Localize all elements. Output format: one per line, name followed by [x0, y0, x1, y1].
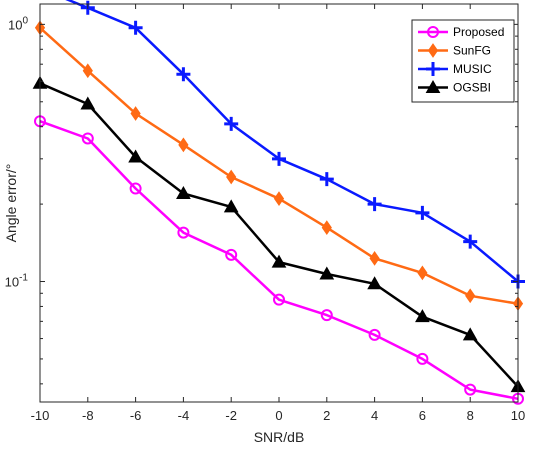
triangle-marker: [128, 149, 143, 163]
diamond-marker: [369, 251, 380, 266]
triangle-marker: [319, 266, 335, 280]
diamond-marker: [427, 43, 439, 58]
triangle-marker: [425, 79, 441, 93]
triangle-marker: [271, 254, 287, 268]
plus-marker: [319, 172, 334, 187]
triangle-marker: [415, 309, 430, 323]
x-tick-label: -8: [82, 408, 94, 423]
circle-marker: [81, 132, 94, 145]
plus-marker: [176, 67, 191, 82]
legend-label: OGSBI: [453, 81, 491, 95]
x-tick-label: 2: [323, 408, 330, 423]
circle-marker: [416, 352, 429, 365]
x-tick-label: -2: [225, 408, 237, 423]
plus-marker: [415, 205, 430, 220]
legend-label: SunFG: [453, 44, 491, 58]
x-tick-label: 0: [275, 408, 282, 423]
x-tick-label: 4: [371, 408, 378, 423]
triangle-marker: [223, 199, 239, 213]
diamond-marker: [178, 137, 189, 153]
x-axis-label: SNR/dB: [254, 429, 305, 445]
circle-marker: [273, 293, 285, 306]
series-music: [65, 0, 525, 289]
x-tick-label: 8: [467, 408, 474, 423]
circle-marker: [320, 309, 333, 322]
x-tick-label: 10: [511, 408, 525, 423]
plus-marker: [128, 20, 143, 35]
plus-marker: [367, 197, 382, 212]
triangle-marker: [176, 185, 191, 199]
circle-marker: [427, 26, 439, 38]
axes-layer: -10 -8 -6 -4 -2 0 2 4 6 8 10 10-1 100: [5, 3, 525, 423]
x-tick-label: -6: [130, 408, 142, 423]
legend-label: MUSIC: [453, 62, 492, 76]
triangle-marker: [462, 327, 478, 341]
plus-marker: [224, 116, 239, 131]
circle-marker: [177, 226, 190, 239]
triangle-marker: [80, 96, 96, 110]
y-tick-label: 10-1: [5, 273, 29, 290]
circle-marker: [129, 182, 142, 195]
y-axis-label: Angle error/°: [3, 164, 19, 243]
circle-marker: [368, 328, 381, 341]
circle-marker: [225, 248, 238, 261]
plus-marker: [426, 62, 440, 76]
diamond-marker: [465, 288, 476, 304]
legend-item-music: MUSIC: [418, 62, 492, 76]
x-tick-label: -4: [178, 408, 190, 423]
diamond-marker: [130, 106, 141, 121]
plus-marker: [272, 151, 286, 166]
y-tick-label: 100: [8, 15, 28, 32]
circle-marker: [464, 383, 477, 396]
series-line: [39, 120, 519, 401]
plus-marker: [463, 234, 478, 249]
diamond-marker: [273, 191, 285, 207]
legend-item-sunfg: SunFG: [418, 43, 491, 58]
diamond-marker: [417, 265, 428, 281]
legend-label: Proposed: [453, 25, 504, 39]
legend-item-ogsbi: OGSBI: [418, 79, 491, 95]
legend-item-proposed: Proposed: [418, 25, 504, 39]
triangle-marker: [367, 276, 382, 290]
diamond-marker: [226, 169, 237, 185]
diamond-marker: [82, 63, 93, 79]
series-proposed: [34, 115, 524, 405]
x-tick-label: -10: [31, 408, 50, 423]
diamond-marker: [321, 220, 332, 236]
x-tick-label: 6: [419, 408, 426, 423]
legend: Proposed SunFG MUSIC OGSBI: [411, 19, 515, 103]
